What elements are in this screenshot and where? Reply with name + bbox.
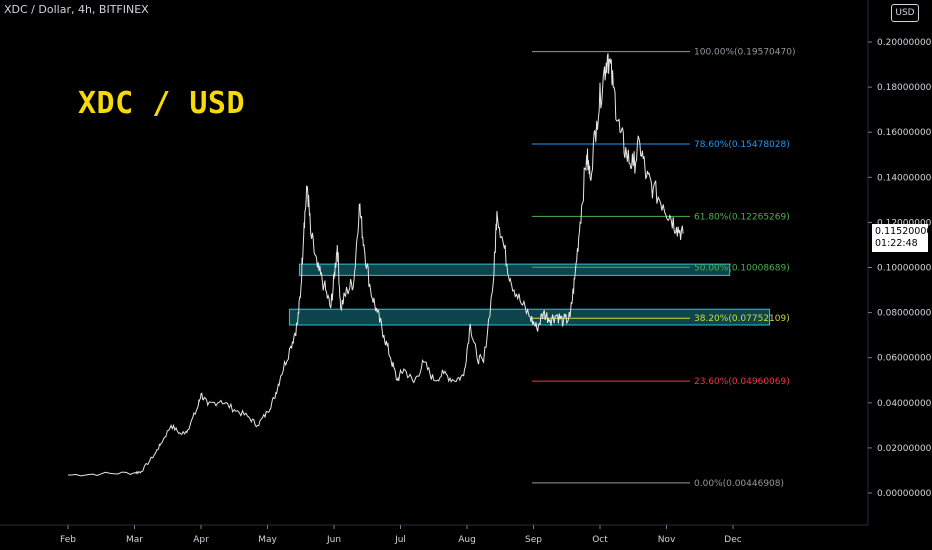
x-tick-label-10: Dec (724, 535, 741, 545)
chart-annotation-title: XDC / USD (78, 86, 246, 121)
fib-label-5: 23.60%(0.04960069) (694, 377, 790, 387)
price-series (67, 53, 684, 477)
fib-label-1: 78.60%(0.15478028) (694, 140, 790, 150)
y-tick-label-3: 0.14000000 (877, 173, 932, 183)
x-tick-label-4: Jun (326, 535, 341, 545)
fib-label-6: 0.00%(0.00446908) (694, 479, 784, 489)
fib-label-3: 50.00%(0.10008689) (694, 263, 790, 273)
y-tick-label-4: 0.12000000 (877, 218, 932, 228)
x-tick-label-7: Sep (525, 535, 542, 545)
support-zone-1 (298, 263, 731, 276)
y-tick-label-0: 0.20000000 (877, 38, 932, 48)
fib-label-2: 61.80%(0.12265269) (694, 212, 790, 222)
x-tick-label-2: Apr (193, 535, 209, 545)
x-tick-label-1: Mar (126, 535, 143, 545)
x-tick-label-6: Aug (458, 535, 476, 545)
x-tick-label-3: May (258, 535, 277, 545)
y-tick-label-6: 0.08000000 (877, 309, 932, 319)
y-tick-label-8: 0.04000000 (877, 399, 932, 409)
last-price-tag: 0.11520000 01:22:48 (872, 224, 932, 252)
y-tick-label-9: 0.02000000 (877, 444, 932, 454)
currency-button[interactable]: USD (891, 4, 919, 22)
y-tick-label-7: 0.06000000 (877, 354, 932, 364)
support-zone-2 (288, 308, 771, 326)
support-zones (288, 263, 771, 326)
x-axis-ticks: Feb Mar Apr May Jun Jul Aug Sep Oct Nov Dec (60, 525, 742, 545)
x-tick-label-5: Jul (394, 535, 406, 545)
price-line (67, 53, 684, 477)
x-tick-label-9: Nov (658, 535, 676, 545)
symbol-header: XDC / Dollar, 4h, BITFINEX (4, 3, 149, 16)
y-tick-label-10: 0.00000000 (877, 489, 932, 499)
x-tick-label-8: Oct (592, 535, 608, 545)
fib-label-4: 38.20%(0.07752109) (694, 314, 790, 324)
y-tick-label-1: 0.18000000 (877, 83, 932, 93)
y-tick-label-5: 0.10000000 (877, 264, 932, 274)
y-axis-ticks: 0.20000000 0.18000000 0.16000000 0.14000000… (868, 38, 932, 499)
y-tick-label-2: 0.16000000 (877, 128, 932, 138)
last-price: 0.11520000 (875, 226, 932, 237)
fib-label-0: 100.00%(0.19570470) (694, 48, 795, 58)
x-tick-label-0: Feb (60, 535, 76, 545)
bar-countdown: 01:22:48 (875, 238, 918, 249)
